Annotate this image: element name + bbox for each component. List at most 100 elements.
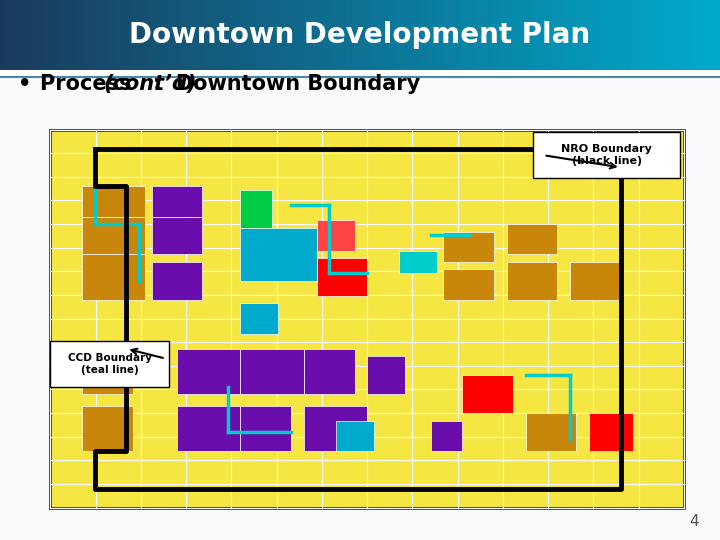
Bar	[90, 0, 94, 70]
Bar	[194, 0, 198, 70]
Bar	[666, 0, 670, 70]
Bar	[270, 0, 274, 70]
Bar	[461, 0, 464, 70]
Bar	[468, 0, 472, 70]
Bar	[464, 0, 468, 70]
Bar	[583, 0, 587, 70]
Bar	[482, 0, 486, 70]
Bar	[698, 0, 702, 70]
Bar	[336, 421, 374, 451]
Bar	[508, 0, 511, 70]
Bar	[234, 0, 238, 70]
Bar	[152, 217, 202, 254]
Bar	[677, 0, 680, 70]
Bar	[540, 0, 544, 70]
Bar	[684, 0, 688, 70]
Bar	[497, 0, 500, 70]
Bar	[112, 0, 115, 70]
Bar	[526, 0, 529, 70]
Bar	[526, 413, 576, 451]
Bar	[50, 0, 54, 70]
Bar	[392, 0, 396, 70]
Bar	[248, 0, 252, 70]
Bar	[371, 0, 374, 70]
Bar	[216, 0, 220, 70]
Bar	[432, 0, 436, 70]
Bar	[475, 0, 479, 70]
Bar	[673, 0, 677, 70]
Bar	[306, 0, 310, 70]
Bar	[608, 0, 612, 70]
Bar	[148, 0, 151, 70]
Bar	[144, 0, 148, 70]
Bar	[169, 0, 173, 70]
Bar	[317, 220, 354, 251]
Bar	[522, 0, 526, 70]
Bar	[277, 0, 281, 70]
Bar	[14, 0, 18, 70]
Bar	[511, 0, 515, 70]
Bar	[119, 0, 122, 70]
Bar	[364, 0, 367, 70]
Bar	[518, 0, 522, 70]
Text: •: •	[18, 73, 32, 94]
Bar	[558, 0, 562, 70]
Bar	[94, 0, 97, 70]
Bar	[176, 0, 180, 70]
Bar	[284, 0, 288, 70]
Bar	[414, 0, 418, 70]
Bar	[104, 0, 108, 70]
Bar	[7, 0, 11, 70]
Bar	[589, 413, 634, 451]
Bar	[655, 0, 659, 70]
Bar	[22, 0, 25, 70]
Text: NRO Boundary
(black line): NRO Boundary (black line)	[561, 144, 652, 166]
Bar	[205, 0, 209, 70]
Bar	[490, 0, 493, 70]
Bar	[152, 262, 202, 300]
Bar	[240, 228, 317, 281]
Bar	[54, 0, 58, 70]
Bar	[173, 0, 176, 70]
Bar	[612, 0, 616, 70]
Bar	[295, 0, 299, 70]
Bar	[601, 0, 605, 70]
Bar	[367, 0, 371, 70]
Bar	[320, 0, 324, 70]
Bar	[82, 349, 132, 394]
Bar	[292, 0, 295, 70]
Bar	[72, 0, 76, 70]
Bar	[302, 0, 306, 70]
Bar	[324, 0, 328, 70]
Bar	[61, 0, 65, 70]
Bar	[587, 0, 590, 70]
Bar	[418, 0, 421, 70]
Bar	[166, 0, 169, 70]
Bar	[240, 349, 304, 394]
Bar	[580, 0, 583, 70]
Bar	[198, 0, 202, 70]
Bar	[569, 0, 572, 70]
Bar	[576, 0, 580, 70]
Bar	[421, 0, 425, 70]
Bar	[79, 0, 83, 70]
Bar	[428, 0, 432, 70]
Bar	[630, 0, 634, 70]
Bar	[407, 0, 410, 70]
Bar	[158, 0, 162, 70]
Bar	[86, 0, 90, 70]
Bar	[637, 0, 641, 70]
Bar	[431, 421, 462, 451]
Bar	[263, 0, 266, 70]
Text: Process: Process	[40, 73, 138, 94]
Bar	[634, 0, 637, 70]
Bar	[187, 0, 191, 70]
Bar	[670, 0, 673, 70]
Bar	[462, 375, 513, 413]
Bar	[353, 0, 356, 70]
Bar	[115, 0, 119, 70]
Bar	[529, 0, 533, 70]
Bar	[570, 262, 621, 300]
Bar	[241, 0, 245, 70]
Bar	[616, 0, 619, 70]
